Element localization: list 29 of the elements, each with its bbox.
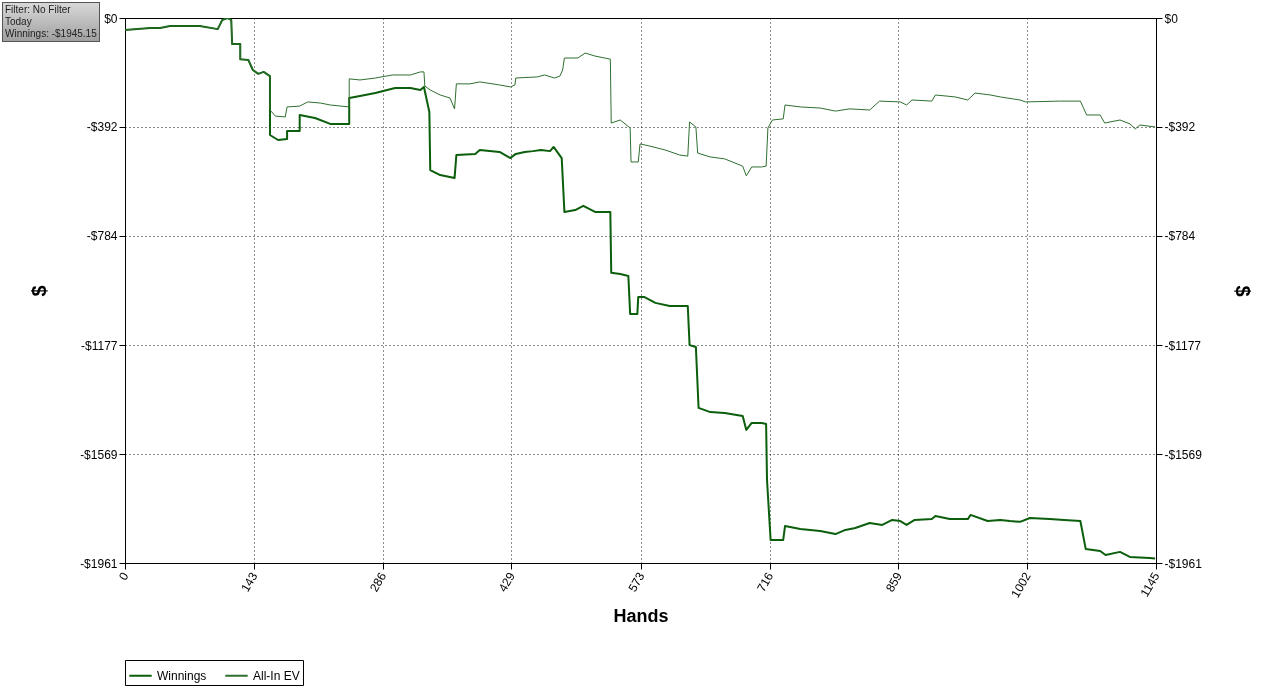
- legend-label: All-In EV: [253, 668, 300, 683]
- y-axis-title: $: [28, 285, 51, 297]
- y-tick-label: $0: [104, 11, 118, 26]
- line-series: [125, 18, 1156, 177]
- y-tick-label: -$784: [86, 229, 118, 244]
- line-series: [125, 18, 1156, 560]
- text: Winnings: -$1945.15: [5, 28, 97, 40]
- y2-tick-label: -$784: [1164, 229, 1196, 244]
- y-tick-label: -$1177: [81, 338, 118, 353]
- legend-label: Winnings: [157, 668, 207, 683]
- x-tick-label: 0: [116, 569, 132, 583]
- x-tick-label: 859: [882, 569, 906, 595]
- x-tick-label: 143: [238, 569, 261, 595]
- y2-tick-label: -$1961: [1164, 556, 1203, 571]
- y2-tick-label: $0: [1164, 11, 1179, 26]
- x-tick-label: 286: [366, 569, 390, 595]
- x-tick-label: 573: [625, 569, 648, 595]
- y2-axis-title: $: [1231, 285, 1254, 297]
- y2-tick-label: -$1177: [1164, 338, 1202, 353]
- y-tick-label: -$1961: [80, 556, 118, 571]
- text: Filter: No Filter: [5, 4, 72, 16]
- y2-tick-label: -$392: [1164, 120, 1196, 135]
- x-tick-label: 716: [754, 569, 777, 595]
- x-axis-title: Hands: [613, 605, 669, 626]
- y2-tick-label: -$1569: [1164, 447, 1203, 462]
- y-tick-label: -$1569: [80, 447, 118, 462]
- text: Today: [5, 16, 33, 28]
- x-tick-label: 429: [495, 569, 519, 595]
- y-tick-label: -$392: [86, 120, 118, 135]
